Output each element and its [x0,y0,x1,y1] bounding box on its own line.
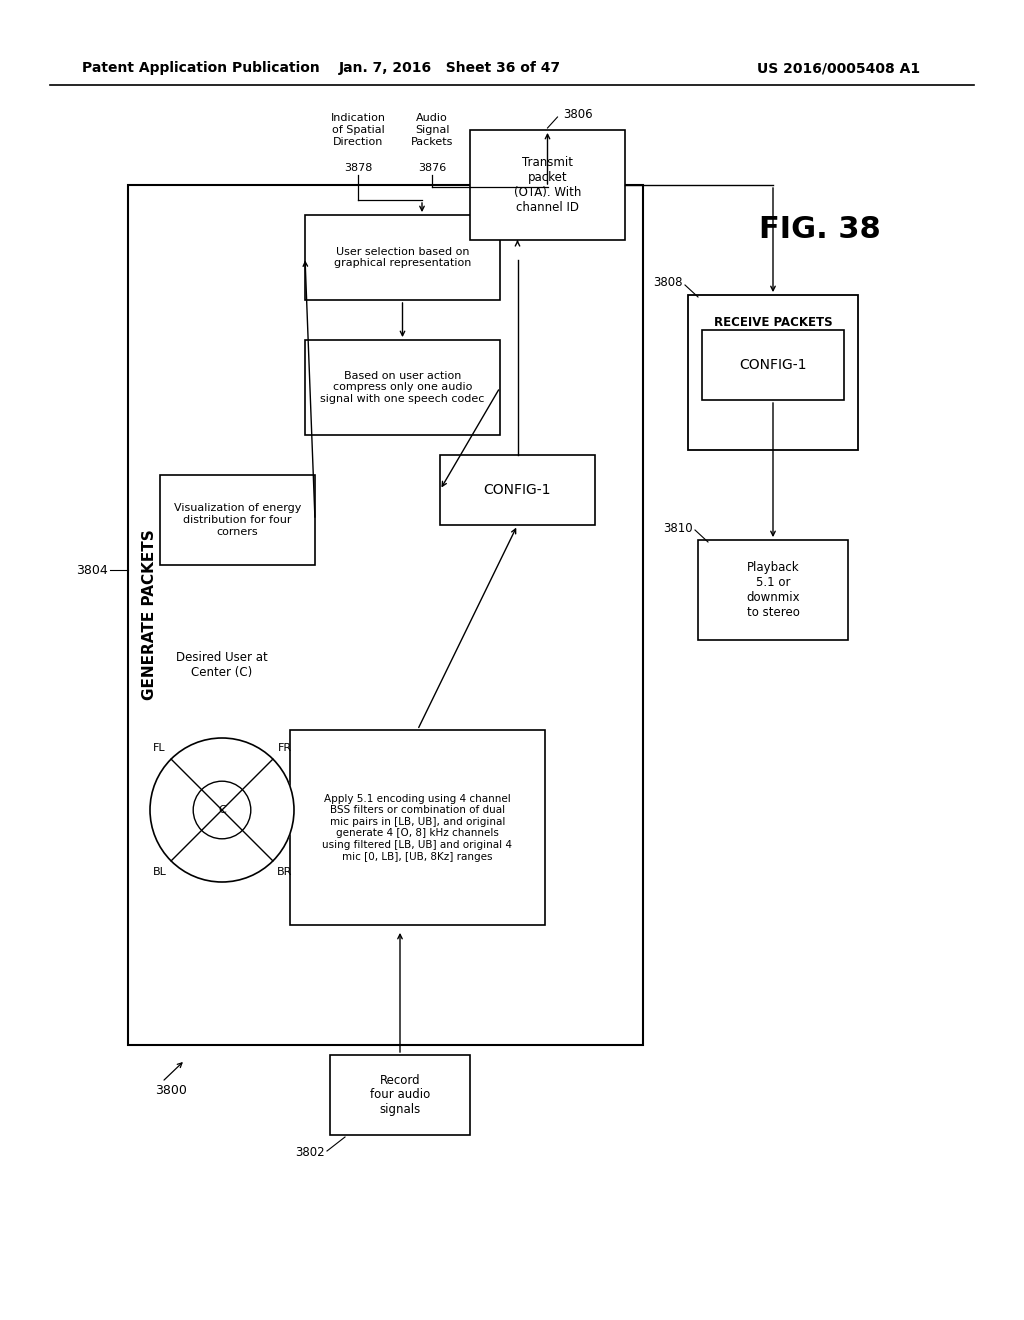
Bar [305,341,500,436]
Text: Based on user action
compress only one audio
signal with one speech codec: Based on user action compress only one a… [321,371,484,404]
Text: 3800: 3800 [155,1084,186,1097]
Text: CONFIG-1: CONFIG-1 [483,483,551,498]
Text: FL: FL [154,743,166,752]
Text: Apply 5.1 encoding using 4 channel
BSS filters or combination of dual
mic pairs : Apply 5.1 encoding using 4 channel BSS f… [323,793,512,862]
Text: 3804: 3804 [76,564,108,577]
Text: Record
four audio
signals: Record four audio signals [370,1073,430,1117]
Text: Jan. 7, 2016   Sheet 36 of 47: Jan. 7, 2016 Sheet 36 of 47 [339,61,561,75]
Text: US 2016/0005408 A1: US 2016/0005408 A1 [757,61,920,75]
Text: Indication
of Spatial
Direction: Indication of Spatial Direction [331,114,385,147]
Bar [160,475,315,565]
Circle shape [194,781,251,838]
Bar [698,540,848,640]
Text: Patent Application Publication: Patent Application Publication [82,61,319,75]
Bar [688,294,858,450]
Text: Playback
5.1 or
downmix
to stereo: Playback 5.1 or downmix to stereo [746,561,800,619]
Text: 3810: 3810 [664,521,693,535]
Bar [128,185,643,1045]
Bar [330,1055,470,1135]
Text: FIG. 38: FIG. 38 [759,215,881,244]
Text: GENERATE PACKETS: GENERATE PACKETS [142,529,158,701]
Text: Visualization of energy
distribution for four
corners: Visualization of energy distribution for… [174,503,301,537]
Text: BL: BL [153,867,167,878]
Bar [470,129,625,240]
Text: BR: BR [276,867,292,878]
Text: 3806: 3806 [562,108,592,121]
Text: CONFIG-1: CONFIG-1 [739,358,807,372]
Text: 3876: 3876 [418,162,446,173]
Bar [702,330,844,400]
Text: 3802: 3802 [295,1147,325,1159]
Text: User selection based on
graphical representation: User selection based on graphical repres… [334,247,471,268]
Bar [440,455,595,525]
Text: C: C [218,805,226,814]
Text: 3878: 3878 [344,162,372,173]
Text: Audio
Signal
Packets: Audio Signal Packets [411,114,454,147]
Text: RECEIVE PACKETS: RECEIVE PACKETS [714,317,833,330]
Text: Desired User at
Center (C): Desired User at Center (C) [176,651,268,678]
Text: FR: FR [278,743,292,752]
Text: Transmit
packet
(OTA). With
channel ID: Transmit packet (OTA). With channel ID [514,156,582,214]
Text: 3808: 3808 [653,276,683,289]
Bar [305,215,500,300]
Bar [290,730,545,925]
Circle shape [150,738,294,882]
